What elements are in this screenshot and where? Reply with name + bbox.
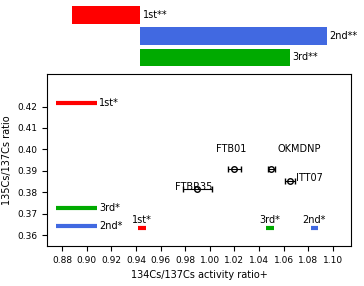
Y-axis label: 135Cs/137Cs ratio: 135Cs/137Cs ratio bbox=[2, 115, 12, 205]
Text: 3rd*: 3rd* bbox=[260, 214, 281, 225]
Text: OKMDNP: OKMDNP bbox=[277, 144, 321, 154]
Bar bbox=[140, 49, 290, 66]
Text: 1st**: 1st** bbox=[143, 10, 167, 20]
Text: 2nd*: 2nd* bbox=[99, 221, 122, 231]
Text: 1st*: 1st* bbox=[132, 214, 152, 225]
Text: 3rd**: 3rd** bbox=[293, 52, 318, 62]
Text: 3rd*: 3rd* bbox=[99, 203, 120, 213]
Bar bbox=[72, 6, 140, 24]
Text: 1st*: 1st* bbox=[99, 98, 119, 108]
Text: ITT07: ITT07 bbox=[296, 173, 323, 183]
Text: FTB01: FTB01 bbox=[216, 144, 246, 154]
Text: 2nd*: 2nd* bbox=[302, 214, 326, 225]
Bar bbox=[140, 27, 327, 45]
X-axis label: 134Cs/137Cs activity ratio+: 134Cs/137Cs activity ratio+ bbox=[131, 270, 268, 280]
Text: FTBR35: FTBR35 bbox=[175, 182, 213, 192]
Text: 2nd**: 2nd** bbox=[330, 31, 358, 41]
